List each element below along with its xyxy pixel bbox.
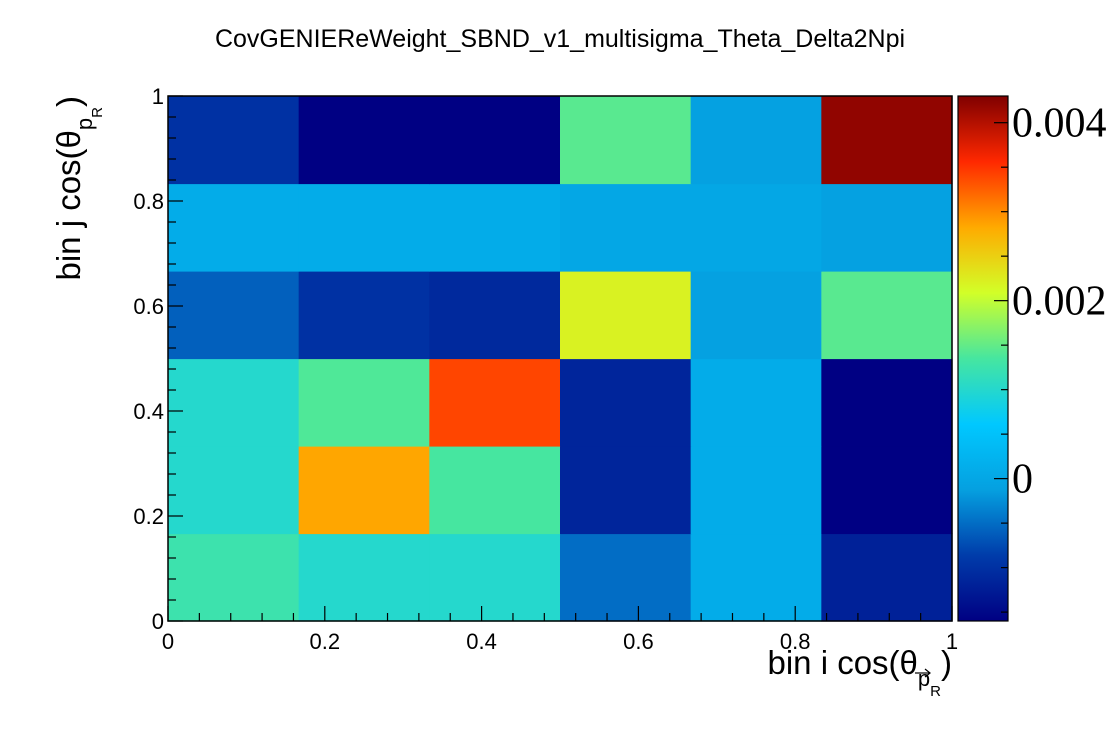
heatmap-cell [168, 358, 300, 447]
heatmap-cell [560, 358, 692, 447]
y-tick-label: 0 [152, 609, 164, 634]
heatmap-cell [821, 533, 953, 622]
heatmap-cells [168, 96, 953, 622]
heatmap-cell [560, 446, 692, 535]
heatmap-cell [298, 96, 430, 185]
x-axis-label: bin i cos(θpR) [768, 644, 953, 700]
heatmap-cell [821, 96, 953, 185]
x-tick-label: 0.2 [310, 629, 341, 654]
y-tick-label: 0.8 [133, 189, 164, 214]
x-tick-label: 0.6 [623, 629, 654, 654]
heatmap-cell [821, 271, 953, 360]
heatmap-cell [298, 358, 430, 447]
heatmap-cell [298, 446, 430, 535]
heatmap-cell [560, 183, 692, 272]
y-tick-label: 0.4 [133, 399, 164, 424]
heatmap-cell [168, 533, 300, 622]
heatmap-cell [429, 271, 561, 360]
y-axis-label-text: bin j cos(θpR) [50, 96, 106, 281]
heatmap-cell [560, 271, 692, 360]
color-scale-bar [957, 95, 1009, 622]
heatmap-cell [429, 183, 561, 272]
heatmap-cell [429, 446, 561, 535]
heatmap-cell [690, 533, 822, 622]
color-scale-tick-label: 0 [1012, 457, 1033, 503]
heatmap-cell [168, 446, 300, 535]
plot-frame [167, 95, 953, 622]
x-axis-ticks: 0 0.2 0.4 0.6 0.8 1 [162, 606, 958, 654]
heatmap-cell [298, 533, 430, 622]
x-tick-label: 0.8 [780, 629, 811, 654]
heatmap-cell [690, 271, 822, 360]
heatmap-cell [821, 446, 953, 535]
heatmap-cell [821, 183, 953, 272]
x-tick-label: 1 [946, 629, 958, 654]
x-tick-label: 0 [162, 629, 174, 654]
y-tick-label: 0.2 [133, 504, 164, 529]
y-tick-label: 1 [152, 84, 164, 109]
heatmap-cell [821, 358, 953, 447]
heatmap-cell [429, 358, 561, 447]
chart-title: CovGENIEReWeight_SBND_v1_multisigma_Thet… [215, 25, 905, 53]
heatmap-cell [690, 358, 822, 447]
heatmap-cell [429, 96, 561, 185]
heatmap-cell [168, 96, 300, 185]
color-scale-tick-label: 0.002 [1012, 279, 1107, 325]
x-axis-label-text: bin i cos(θpR) [768, 644, 953, 700]
heatmap-cell [560, 96, 692, 185]
heatmap-cell [690, 183, 822, 272]
heatmap-cell [429, 533, 561, 622]
heatmap-cell [298, 271, 430, 360]
heatmap-cell [298, 183, 430, 272]
color-scale: 0 0.002 0.004 [957, 95, 1107, 622]
y-axis-ticks: 0 0.2 0.4 0.6 0.8 1 [133, 84, 183, 634]
color-scale-tick-label: 0.004 [1012, 101, 1107, 147]
y-tick-label: 0.6 [133, 294, 164, 319]
x-tick-label: 0.4 [466, 629, 497, 654]
x-axis-label-vector-arrowhead [924, 668, 931, 678]
heatmap-cell [168, 271, 300, 360]
heatmap-cell [168, 183, 300, 272]
y-axis-label: bin j cos(θpR) [50, 96, 106, 281]
heatmap-cell [690, 96, 822, 185]
heatmap-cell [690, 446, 822, 535]
heatmap-cell [560, 533, 692, 622]
